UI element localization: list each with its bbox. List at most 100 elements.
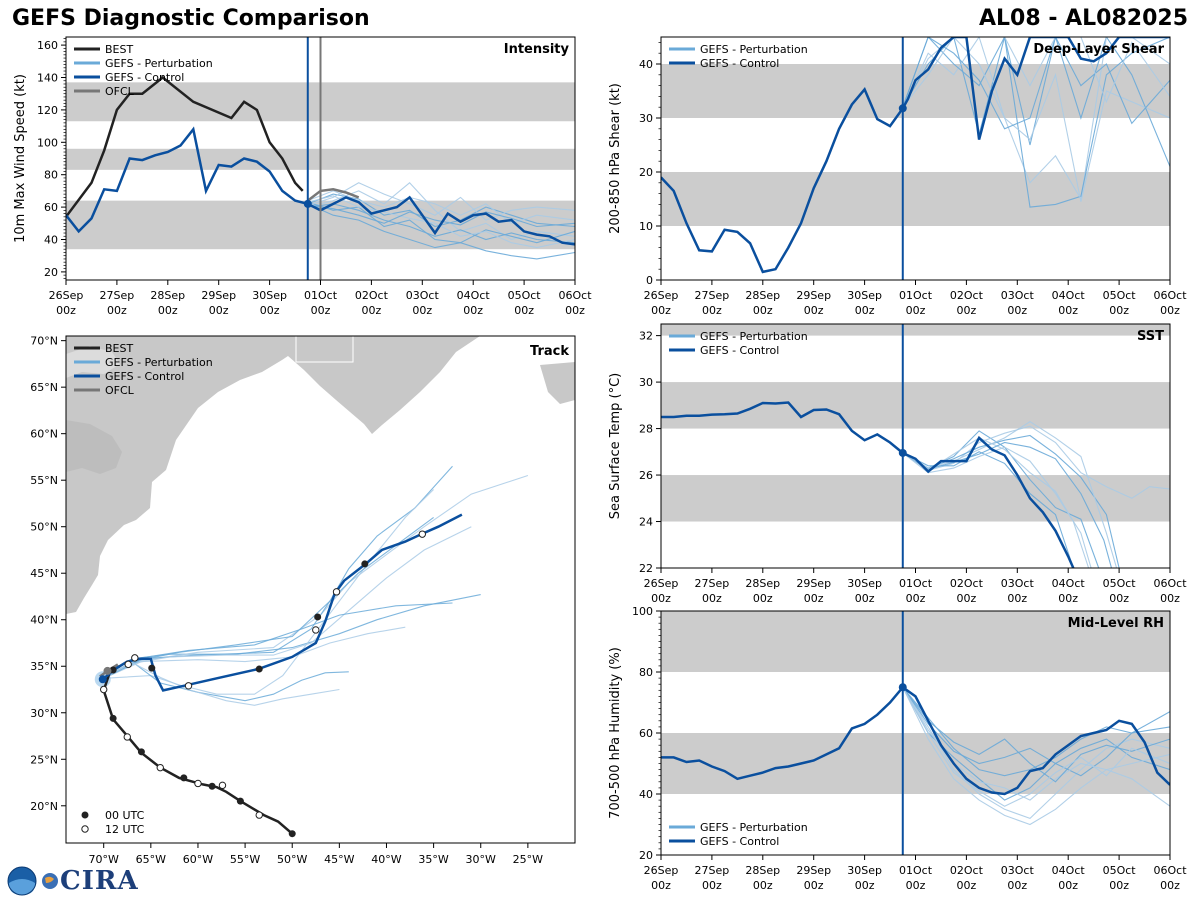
sst-band — [661, 382, 1170, 429]
intensity-ytick-label: 160 — [37, 39, 58, 52]
intensity-ytick-label: 80 — [44, 169, 58, 182]
shear-ytick-label: 0 — [646, 274, 653, 287]
sst-xtick-date: 27Sep — [695, 577, 730, 590]
sst-perturbation-line — [902, 451, 1074, 568]
sst-legend-label: GEFS - Perturbation — [700, 330, 808, 343]
rh-legend-label: GEFS - Control — [700, 835, 779, 848]
intensity-perturbation-line — [307, 203, 575, 244]
track-control-00z-marker — [255, 665, 263, 673]
sst-xtick-date: 28Sep — [745, 577, 780, 590]
sst-ytick-label: 26 — [639, 469, 653, 482]
shear-xtick-hour: 00z — [753, 304, 773, 317]
intensity-xtick-date: 05Oct — [508, 289, 542, 302]
sst-legend-label: GEFS - Control — [700, 344, 779, 357]
shear-xtick-hour: 00z — [855, 304, 875, 317]
rh-perturbation-line — [902, 687, 1170, 826]
track-best-00z-marker — [180, 774, 188, 782]
track-xtick-label: 30°W — [466, 853, 496, 866]
intensity-xtick-hour: 00z — [463, 304, 483, 317]
rh-perturbation-line — [902, 687, 1170, 820]
shear-legend-label: GEFS - Perturbation — [700, 43, 808, 56]
track-xtick-label: 70°W — [89, 853, 119, 866]
shear-xtick-hour: 00z — [1007, 304, 1027, 317]
noaa-emblem-icon — [7, 866, 37, 896]
track-ytick-label: 45°N — [30, 567, 58, 580]
intensity-legend-label: GEFS - Control — [105, 71, 184, 84]
shear-xtick-hour: 00z — [1058, 304, 1078, 317]
sst-xtick-hour: 00z — [804, 592, 824, 605]
track-ofcl-marker — [103, 666, 112, 675]
track-ytick-label: 40°N — [30, 614, 58, 627]
rh-xtick-date: 30Sep — [847, 864, 882, 877]
sst-frame — [660, 323, 1171, 569]
track-legend-12z-marker — [81, 825, 89, 833]
intensity-xtick-hour: 00z — [514, 304, 534, 317]
rh-panel: 26Sep 00z 27Sep 00z 28Sep 00z 29Sep 00z 30Sep 00z… — [608, 605, 1187, 892]
baffin-island-landmass — [66, 420, 122, 474]
rh-perturbation-line — [902, 686, 1170, 783]
globe-icon — [42, 873, 58, 889]
storm-identifier: AL08 - AL082025 — [979, 6, 1188, 31]
sst-control-line — [661, 401, 1075, 568]
intensity-ytick-label: 120 — [37, 104, 58, 117]
track-best-00z-marker — [208, 782, 216, 790]
shear-ytick-label: 40 — [639, 58, 653, 71]
rh-ytick-label: 60 — [639, 727, 653, 740]
shear-series-group — [661, 37, 1170, 274]
sst-xtick-date: 26Sep — [644, 577, 679, 590]
page-title: GEFS Diagnostic Comparison — [12, 6, 370, 31]
track-control-12z-marker — [184, 682, 193, 690]
intensity-xtick-date: 30Sep — [252, 289, 287, 302]
sst-band — [661, 475, 1170, 522]
intensity-xtick-date: 29Sep — [201, 289, 236, 302]
track-perturbation-line — [103, 661, 340, 706]
track-xtick-label: 50°W — [277, 853, 307, 866]
intensity-ytick-label: 60 — [44, 201, 58, 214]
rh-band — [661, 611, 1170, 672]
track-ytick-label: 70°N — [30, 335, 58, 348]
rh-xtick-date: 06Oct — [1153, 864, 1187, 877]
greenland-border — [295, 336, 354, 363]
shear-xtick-hour: 00z — [1109, 304, 1129, 317]
track-xtick-label: 55°W — [230, 853, 260, 866]
track-control-00z-marker — [361, 560, 369, 568]
track-control-00z-marker — [148, 664, 156, 672]
rh-xtick-date: 26Sep — [644, 864, 679, 877]
intensity-ytick-label: 20 — [44, 266, 58, 279]
intensity-ytick-label: 140 — [37, 72, 58, 85]
track-legend-label: GEFS - Perturbation — [105, 356, 213, 369]
rh-perturbation-line — [902, 687, 1170, 807]
track-xtick-label: 40°W — [371, 853, 401, 866]
rh-xtick-hour: 00z — [1160, 879, 1180, 892]
intensity-legend-label: BEST — [105, 43, 133, 56]
track-legend-label: GEFS - Control — [105, 370, 184, 383]
sst-ytick-label: 24 — [639, 516, 653, 529]
sst-perturbation-line — [902, 425, 1170, 499]
rh-xtick-date: 05Oct — [1103, 864, 1137, 877]
intensity-ytick-label: 40 — [44, 234, 58, 247]
intensity-perturbation-line — [307, 203, 575, 260]
shear-perturbation-line — [902, 37, 1170, 208]
track-legend-label: BEST — [105, 342, 133, 355]
intensity-xtick-date: 03Oct — [406, 289, 440, 302]
intensity-ofcl-line — [307, 188, 360, 202]
shear-band — [661, 172, 1170, 226]
intensity-legend-label: GEFS - Perturbation — [105, 57, 213, 70]
sst-ylabel: Sea Surface Temp (°C) — [608, 373, 623, 520]
shear-xtick-date: 01Oct — [899, 289, 933, 302]
track-control-00z-marker — [314, 613, 322, 621]
sst-xtick-date: 03Oct — [1001, 577, 1035, 590]
rh-ytick-label: 100 — [632, 605, 653, 618]
track-xtick-label: 25°W — [513, 853, 543, 866]
shear-perturbation-line — [902, 37, 1170, 201]
rh-xtick-date: 27Sep — [695, 864, 730, 877]
intensity-xtick-hour: 00z — [565, 304, 585, 317]
sst-ytick-label: 28 — [639, 423, 653, 436]
track-best-00z-marker — [109, 714, 117, 722]
intensity-xtick-hour: 00z — [56, 304, 76, 317]
shear-perturbation-line — [902, 37, 1170, 202]
track-legend-12z-label: 12 UTC — [105, 823, 145, 836]
track-best-12z-marker — [123, 733, 131, 741]
track-best-00z-marker — [137, 748, 145, 756]
